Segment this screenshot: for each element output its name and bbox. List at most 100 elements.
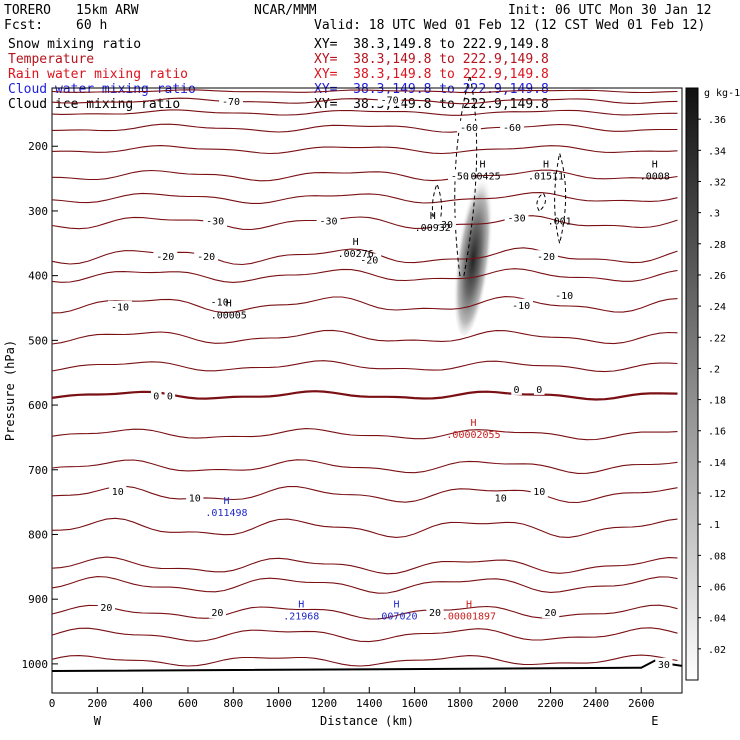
colorbar-tick-label: .02 [708, 645, 726, 656]
extremum-value: .00276 [338, 249, 374, 260]
extremum-marker: H [226, 298, 232, 309]
isotherm-label: -10 [555, 291, 573, 302]
isotherm-line [51, 145, 678, 155]
isotherm-label: 10 [189, 494, 201, 505]
isotherm-label-bg [509, 298, 534, 311]
isotherm-line [51, 109, 678, 116]
isotherm-line [51, 296, 678, 314]
colorbar-tick-label: .14 [708, 458, 726, 469]
ice-contour [554, 153, 567, 244]
colorbar-tick-label: .12 [708, 489, 726, 500]
extremum-marker: H [223, 496, 229, 507]
west-label: W [94, 714, 102, 728]
isotherm-label-bg [316, 214, 341, 227]
colorbar-tick-label: .24 [708, 302, 726, 313]
isotherm-label: -20 [156, 252, 174, 263]
isotherm-label: -20 [360, 255, 378, 266]
isotherm-label-bg [109, 485, 127, 498]
isotherm-label: -10 [512, 301, 530, 312]
extremum-marker: H [353, 237, 359, 248]
isotherm-label-bg [377, 93, 402, 106]
isotherm-line [51, 485, 678, 504]
y-tick-label: 700 [28, 464, 48, 477]
isotherm-label: -20 [197, 252, 215, 263]
isotherm-label: 0 [514, 385, 520, 396]
colorbar [685, 87, 699, 681]
extremum-marker: H [430, 211, 436, 222]
extremum-marker: H [470, 418, 476, 429]
extremum-marker: H [298, 599, 304, 610]
isotherm-label-bg [97, 600, 115, 613]
y-tick-label: 1000 [22, 658, 49, 671]
isotherm-label-bg [448, 169, 472, 182]
ice-contour [536, 192, 546, 212]
isotherm-line [51, 390, 678, 401]
colorbar-tick-label: .22 [708, 333, 726, 344]
isotherm-label: -50 [451, 171, 469, 182]
x-tick-label: 400 [133, 697, 153, 710]
isotherm-line [51, 123, 678, 133]
isotherm-label: -30 [319, 217, 337, 228]
isotherm-label: -30 [206, 217, 224, 228]
isotherm-label: -60 [460, 123, 478, 134]
colorbar-tick-label: .04 [708, 614, 726, 625]
isotherm-line [51, 556, 678, 575]
extremum-marker: H [480, 159, 486, 170]
extremum-value: .00932 [415, 223, 451, 234]
isotherm-line [51, 268, 678, 283]
extremum-value: .00001897 [442, 611, 496, 622]
isotherm-label: 20 [100, 603, 112, 614]
extremum-value: .00425 [465, 171, 501, 182]
x-tick-label: 800 [223, 697, 243, 710]
isotherm-label: -60 [503, 123, 521, 134]
isotherm-label-bg [150, 389, 162, 402]
legend-xy: XY= 38.3,149.8 to 222.9,149.8 [314, 37, 549, 52]
colorbar-tick-label: .08 [708, 551, 726, 562]
legend-label: Cloud water mixing ratio [8, 82, 196, 97]
isotherm-label: 20 [211, 608, 223, 619]
isotherm-label: 0 [167, 391, 173, 402]
legend-label: Rain water mixing ratio [8, 67, 189, 82]
colorbar-tick-label: .34 [708, 146, 726, 157]
x-tick-label: 600 [178, 697, 198, 710]
ice-contour [454, 75, 478, 277]
isotherm-label: -10 [211, 298, 229, 309]
extremum-marker: H [466, 599, 472, 610]
y-tick-label: 200 [28, 140, 48, 153]
isotherm-label: -20 [537, 252, 555, 263]
isotherm-label-bg [208, 606, 227, 619]
isotherm-label: 0 [153, 391, 159, 402]
isotherm-label-bg [108, 300, 132, 313]
isotherm-line [51, 329, 678, 345]
extremum-value: .007020 [375, 611, 417, 622]
extremum-value: .001 [548, 217, 572, 228]
extremum-value: .0008 [640, 171, 670, 182]
snow-mixing-ratio-max [454, 166, 494, 336]
x-axis-title: Distance (km) [320, 714, 414, 728]
isotherm-label-bg [426, 606, 444, 619]
extremum-value: .00002055 [446, 430, 500, 441]
y-tick-label: 500 [28, 334, 48, 347]
x-tick-label: 2200 [537, 697, 564, 710]
x-tick-label: 0 [49, 697, 56, 710]
isotherm-label: 10 [495, 494, 507, 505]
isotherm-label-bg [357, 253, 382, 266]
colorbar-tick-label: .36 [708, 115, 726, 126]
x-tick-label: 2000 [492, 697, 519, 710]
isotherm-label: 10 [112, 487, 124, 498]
x-tick-label: 2600 [628, 697, 655, 710]
isotherm-label: -70 [381, 96, 399, 107]
x-tick-label: 200 [87, 697, 107, 710]
legend-xy: XY= 38.3,149.8 to 222.9,149.8 [314, 52, 549, 67]
isotherm-label: 20 [429, 608, 441, 619]
isotherm-line [51, 428, 678, 441]
isotherm-label-bg [207, 295, 232, 308]
isotherm-label: -30 [435, 220, 453, 231]
y-axis-title: Pressure (hPa) [3, 340, 17, 441]
isotherm-line [51, 360, 678, 373]
isotherm-line [51, 89, 678, 94]
isotherm-label: -10 [111, 303, 129, 314]
extremum-marker: H [543, 159, 549, 170]
isotherm-label-bg [533, 382, 545, 395]
